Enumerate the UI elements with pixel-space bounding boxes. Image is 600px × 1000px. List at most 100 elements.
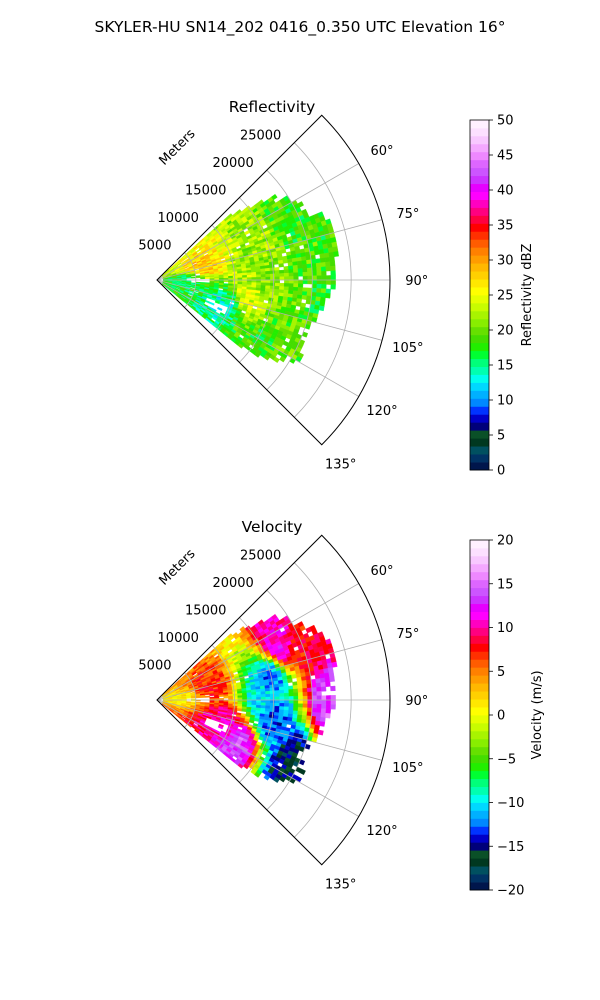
reflectivity-echo-bin <box>330 284 336 290</box>
velocity-echo-bin <box>293 699 299 704</box>
velocity-echo-bin <box>319 716 326 723</box>
velocity-echo-bin <box>311 683 317 689</box>
reflectivity-colorbar-swatch <box>470 255 489 264</box>
velocity-colorbar-swatch <box>470 842 489 851</box>
velocity-echo-bin <box>330 685 336 692</box>
reflectivity-echo-bin <box>190 276 197 279</box>
reflectivity-colorbar-swatch <box>470 366 489 375</box>
velocity-echo-bin <box>330 695 336 701</box>
reflectivity-echo-bin <box>329 261 336 267</box>
reflectivity-echo-bin <box>265 276 271 281</box>
velocity-echo-bin <box>283 703 290 708</box>
velocity-range-tick-label: 5000 <box>138 659 171 674</box>
velocity-echo-bin <box>316 691 322 697</box>
reflectivity-colorbar-swatch <box>470 183 489 192</box>
reflectivity-echo-bin <box>274 282 280 287</box>
reflectivity-echo-bin <box>321 270 327 276</box>
reflectivity-colorbar-tick-label: 15 <box>497 359 514 374</box>
velocity-echo-bin <box>256 699 262 703</box>
reflectivity-echo-bin <box>316 279 322 285</box>
velocity-echo-bin <box>307 691 313 697</box>
velocity-colorbar-swatch <box>470 810 489 819</box>
reflectivity-echo-bin <box>297 268 304 273</box>
velocity-echo-bin <box>283 689 290 694</box>
reflectivity-echo-bin <box>306 287 313 293</box>
reflectivity-echo-bin <box>307 279 313 285</box>
reflectivity-colorbar-swatch <box>470 350 489 360</box>
velocity-colorbar-swatch <box>470 738 489 748</box>
velocity-theta-tick-label: 75° <box>396 627 419 642</box>
velocity-range-tick-label: 15000 <box>185 604 226 619</box>
velocity-echo-bin <box>269 693 276 698</box>
velocity-colorbar-tick-label: −5 <box>497 752 516 767</box>
velocity-colorbar-tick-label: 15 <box>497 577 514 592</box>
reflectivity-echo-bin <box>288 269 294 274</box>
reflectivity-echo-bin <box>228 275 234 279</box>
velocity-echo-bin <box>278 686 285 691</box>
velocity-echo-bin <box>286 720 293 726</box>
figure-suptitle: SKYLER-HU SN14_202 0416_0.350 UTC Elevat… <box>95 18 506 37</box>
reflectivity-echo-bin <box>307 271 313 277</box>
reflectivity-azimuth-line <box>156 279 359 397</box>
reflectivity-colorbar-swatch <box>470 215 489 224</box>
reflectivity-colorbar-swatch <box>470 342 489 352</box>
velocity-echo-bin <box>265 699 271 704</box>
reflectivity-theta-tick-label: 135° <box>325 458 356 473</box>
reflectivity-panel: Reflectivity 60° 75° 90° 105° 120° 135° 5000 10… <box>138 98 535 479</box>
velocity-colorbar-swatch <box>470 547 489 557</box>
reflectivity-echo-bin <box>306 291 313 297</box>
reflectivity-colorbar-swatch <box>470 151 489 161</box>
velocity-echo-bin <box>297 710 303 716</box>
velocity-echo-bin <box>302 687 308 693</box>
velocity-echo-bin <box>218 694 224 697</box>
velocity-echo-bin <box>317 729 324 736</box>
velocity-colorbar-swatch <box>470 635 489 644</box>
velocity-echo-bin <box>293 692 299 697</box>
reflectivity-echo-bin <box>217 306 223 312</box>
velocity-echo-bin <box>301 680 308 685</box>
reflectivity-colorbar-swatch <box>470 398 489 407</box>
reflectivity-echo-bin <box>269 282 276 287</box>
velocity-echo-bin <box>237 763 244 769</box>
velocity-echo-bin <box>251 691 257 696</box>
velocity-azimuth-line <box>156 583 359 701</box>
velocity-colorbar-swatch <box>470 683 489 692</box>
velocity-colorbar-tick-label: 10 <box>497 621 514 636</box>
velocity-echo-bin <box>326 695 332 701</box>
velocity-echo-bin <box>288 706 294 711</box>
velocity-echo-bin <box>232 695 238 699</box>
velocity-echo-bin <box>316 708 322 714</box>
velocity-echo-bin <box>324 677 331 683</box>
velocity-echo-bin <box>299 768 306 776</box>
velocity-colorbar-swatch <box>470 643 489 652</box>
velocity-colorbar-swatch <box>470 563 489 573</box>
velocity-echo-bin <box>297 707 304 712</box>
velocity-colorbar-swatch <box>470 754 489 764</box>
reflectivity-echo-bin <box>330 265 336 272</box>
reflectivity-theta-tick-label: 60° <box>370 144 393 159</box>
reflectivity-echo-bin <box>260 276 266 281</box>
velocity-echo-bin <box>306 711 313 717</box>
reflectivity-colorbar-swatch <box>470 231 489 240</box>
reflectivity-colorbar-swatch <box>470 318 489 328</box>
velocity-echo-bin <box>242 695 248 699</box>
reflectivity-echo-bin <box>288 276 294 281</box>
reflectivity-echo-bin <box>283 286 290 291</box>
velocity-colorbar-swatch <box>470 651 489 660</box>
reflectivity-echo-bin <box>278 263 284 268</box>
reflectivity-echo-bin <box>251 271 257 276</box>
velocity-echo-bin <box>260 696 266 701</box>
velocity-echo-bin <box>321 699 327 705</box>
velocity-azimuth-line <box>156 639 383 701</box>
velocity-echo-bin <box>260 699 266 704</box>
reflectivity-echo-bin <box>306 267 313 273</box>
velocity-echo-bin <box>323 672 330 679</box>
reflectivity-echo-bin <box>311 287 318 293</box>
velocity-echo-bin <box>301 711 308 716</box>
reflectivity-echo-bin <box>315 258 322 264</box>
velocity-echo-bin <box>315 678 322 684</box>
velocity-echo-bin <box>274 699 280 704</box>
velocity-colorbar-label: Velocity (m/s) <box>530 670 545 759</box>
reflectivity-echo-bin <box>330 275 336 281</box>
